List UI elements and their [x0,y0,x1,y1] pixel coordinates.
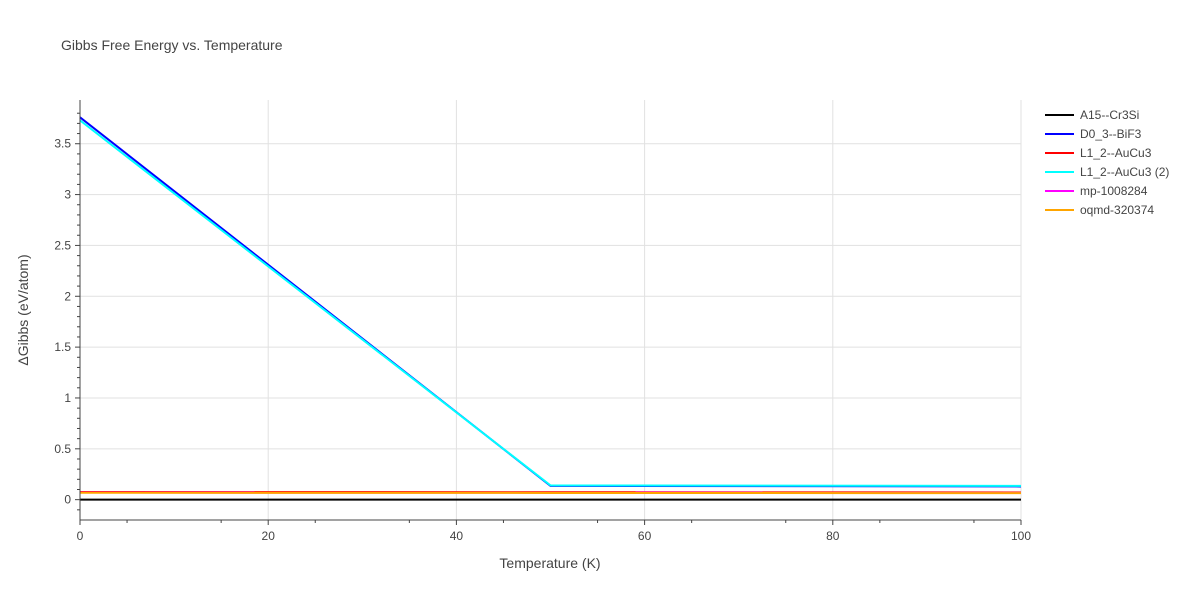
legend-label: oqmd-320374 [1080,203,1154,217]
series-line-3 [79,119,1022,487]
legend-item-2[interactable]: L1_2--AuCu3 [1045,146,1152,160]
series-lines [79,116,1022,501]
legend-label: L1_2--AuCu3 (2) [1080,165,1169,179]
x-tick-label: 80 [826,529,840,543]
legend-item-5[interactable]: oqmd-320374 [1045,203,1154,217]
x-tick-label: 40 [450,529,464,543]
x-tick-label: 0 [77,529,84,543]
x-axis-ticks: 0 20 40 60 80 100 [77,520,1031,543]
y-axis-title: ΔGibbs (eV/atom) [15,254,31,365]
series-line-1 [79,116,1022,488]
legend-label: mp-1008284 [1080,184,1148,198]
legend-item-4[interactable]: mp-1008284 [1045,184,1148,198]
y-tick-label: 3 [64,188,71,202]
legend-label: D0_3--BiF3 [1080,127,1142,141]
legend-label: A15--Cr3Si [1080,108,1139,122]
y-tick-label: 2.5 [54,238,71,252]
grid [80,100,1022,520]
x-tick-label: 60 [638,529,652,543]
x-tick-label: 100 [1011,529,1031,543]
legend-item-3[interactable]: L1_2--AuCu3 (2) [1045,165,1169,179]
legend-item-1[interactable]: D0_3--BiF3 [1045,127,1142,141]
y-axis-ticks: 0 0.5 1 1.5 2 2.5 3 3.5 [54,112,80,511]
y-tick-label: 1.5 [54,340,71,354]
y-tick-label: 1 [64,391,71,405]
chart-title: Gibbs Free Energy vs. Temperature [61,37,283,53]
x-axis-title: Temperature (K) [499,555,600,571]
y-tick-label: 0 [64,493,71,507]
axes [79,100,1021,521]
x-tick-label: 20 [262,529,276,543]
legend-item-0[interactable]: A15--Cr3Si [1045,108,1139,122]
y-tick-label: 3.5 [54,137,71,151]
y-tick-label: 0.5 [54,442,71,456]
y-tick-label: 2 [64,289,71,303]
legend[interactable]: A15--Cr3Si D0_3--BiF3 L1_2--AuCu3 L1_2--AuC… [1045,108,1169,217]
legend-label: L1_2--AuCu3 [1080,146,1152,160]
